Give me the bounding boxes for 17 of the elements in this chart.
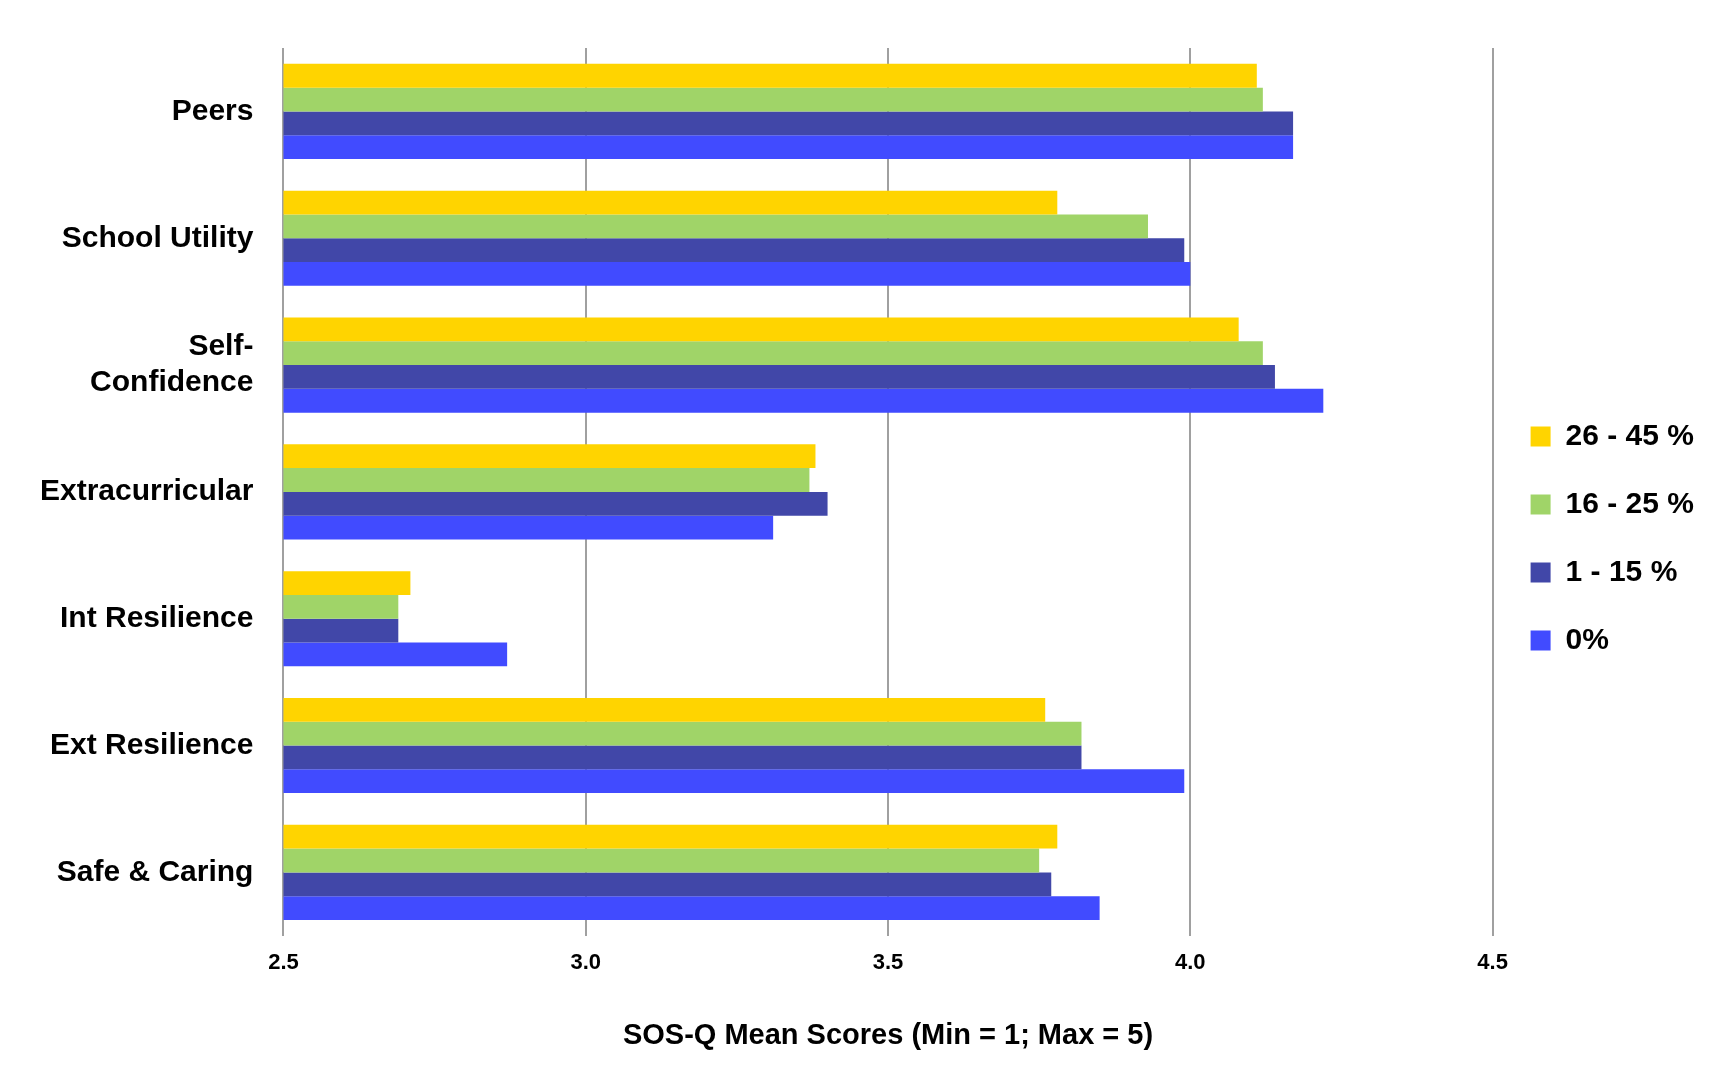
- y-tick-label: Peers: [171, 92, 254, 126]
- x-tick-label: 4.5: [1477, 949, 1508, 975]
- x-tick-label: 2.5: [268, 949, 299, 975]
- y-tick-label: Extracurricular: [39, 473, 254, 507]
- legend-label: 26 - 45 %: [1565, 417, 1695, 451]
- legend-label: 16 - 25 %: [1565, 485, 1695, 519]
- x-tick-label: 4.0: [1175, 949, 1206, 975]
- x-tick-label: 3.5: [872, 949, 904, 975]
- y-tick-label: Self-Confidence: [90, 328, 254, 398]
- y-tick-label: Int Resilience: [60, 599, 254, 633]
- x-tick-label: 3.0: [570, 949, 602, 975]
- y-tick-label: Safe & Caring: [56, 853, 254, 887]
- legend-label: 1 - 15 %: [1565, 553, 1678, 587]
- legend-label: 0%: [1565, 621, 1609, 655]
- y-tick-label: Ext Resilience: [50, 726, 254, 760]
- y-tick-label: School Utility: [61, 219, 254, 253]
- x-axis-title: SOS-Q Mean Scores (Min = 1; Max = 5): [622, 1017, 1154, 1050]
